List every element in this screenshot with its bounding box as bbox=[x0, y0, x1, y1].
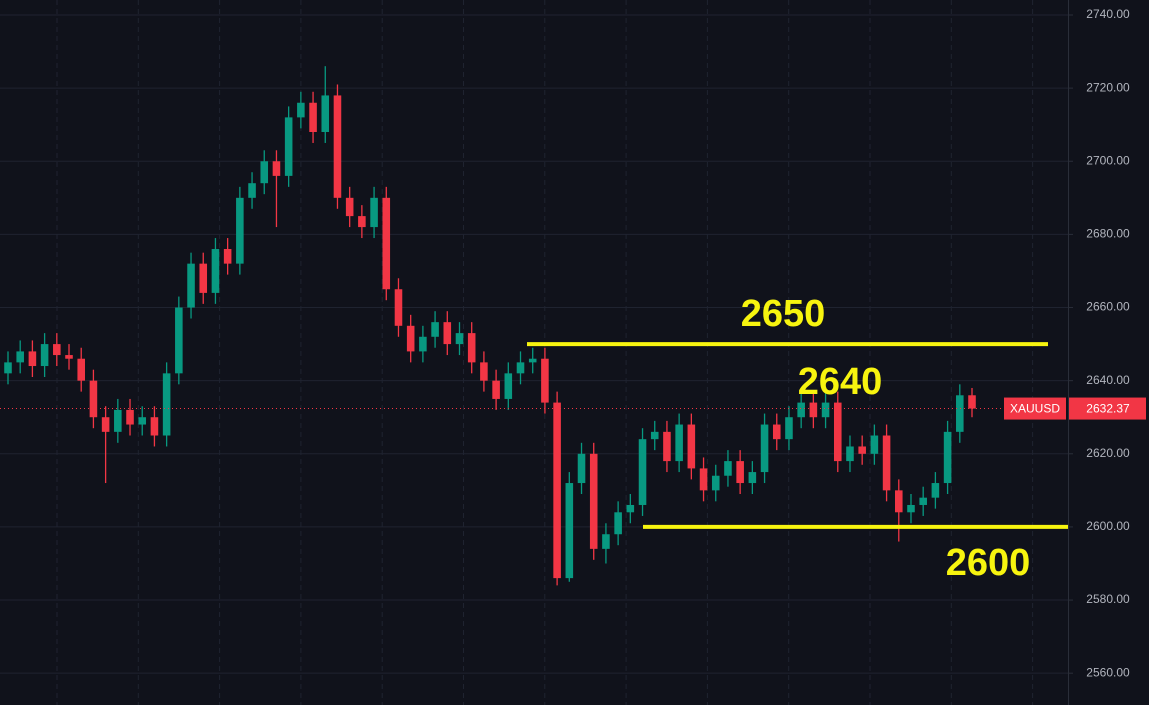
candle-body bbox=[711, 475, 720, 491]
candle-body bbox=[358, 216, 366, 228]
y-tick-label: 2740.00 bbox=[1086, 7, 1130, 21]
candle-body bbox=[699, 468, 708, 491]
candle-body bbox=[236, 197, 244, 264]
candle-body bbox=[504, 373, 513, 399]
candle-body bbox=[345, 197, 354, 217]
candle-body bbox=[931, 483, 940, 498]
candle-body bbox=[663, 431, 671, 462]
candle-body bbox=[870, 435, 879, 454]
candle-body bbox=[4, 362, 12, 374]
candle-body bbox=[736, 461, 744, 484]
candle-body bbox=[284, 117, 293, 176]
candle-body bbox=[809, 402, 818, 418]
candle-body bbox=[553, 402, 561, 579]
candle-body bbox=[895, 490, 903, 513]
candle-body bbox=[821, 402, 830, 418]
candle-body bbox=[480, 362, 488, 381]
level-label: 2600 bbox=[946, 542, 1031, 584]
candle-body bbox=[260, 161, 269, 184]
candle-body bbox=[394, 289, 403, 326]
candle-body bbox=[724, 461, 732, 476]
candle-body bbox=[492, 380, 500, 399]
candle-body bbox=[175, 307, 183, 374]
candle-body bbox=[577, 453, 586, 484]
candle-body bbox=[565, 483, 574, 579]
candle-body bbox=[626, 504, 635, 513]
annotation: 2640 bbox=[798, 361, 883, 403]
candle-body bbox=[297, 102, 305, 118]
candle-body bbox=[187, 263, 195, 308]
candle-body bbox=[419, 336, 427, 352]
candle-body bbox=[370, 197, 378, 228]
candle-body bbox=[748, 472, 757, 484]
candle-body bbox=[223, 249, 232, 264]
y-tick-label: 2640.00 bbox=[1086, 373, 1130, 387]
candle-body bbox=[516, 362, 525, 374]
candle-body bbox=[16, 351, 24, 363]
candle-body bbox=[162, 373, 171, 436]
symbol-tag-bg bbox=[1004, 397, 1066, 420]
y-tick-label: 2720.00 bbox=[1086, 80, 1130, 94]
candle-body bbox=[77, 358, 85, 381]
candle-body bbox=[907, 504, 915, 513]
candle-body bbox=[833, 402, 842, 462]
candle-body bbox=[614, 512, 622, 535]
candle-body bbox=[785, 417, 793, 440]
candle-body bbox=[40, 344, 49, 367]
candle-body bbox=[138, 417, 147, 425]
candle-body bbox=[846, 446, 854, 462]
candle-body bbox=[248, 183, 256, 198]
candle-body bbox=[675, 424, 683, 462]
candle-body bbox=[211, 249, 220, 293]
candle-body bbox=[467, 333, 476, 363]
candle-body bbox=[443, 322, 452, 345]
candle-body bbox=[126, 409, 134, 425]
candle-body bbox=[333, 95, 342, 198]
candle-body bbox=[650, 431, 659, 440]
symbol-tag: XAUUSD bbox=[1010, 402, 1060, 416]
y-tick-label: 2580.00 bbox=[1086, 592, 1130, 606]
candle-body bbox=[760, 424, 769, 473]
candle-body bbox=[956, 395, 964, 432]
candle-body bbox=[882, 435, 891, 491]
candle-body bbox=[382, 197, 391, 290]
candle-body bbox=[28, 351, 37, 367]
candle-body bbox=[431, 322, 439, 337]
price-tag-bg bbox=[1069, 397, 1146, 420]
candle-body bbox=[943, 431, 952, 484]
candle-body bbox=[919, 497, 927, 505]
y-tick-label: 2700.00 bbox=[1086, 153, 1130, 167]
candle-body bbox=[858, 446, 866, 454]
candle-body bbox=[53, 344, 61, 356]
candle-body bbox=[406, 325, 415, 352]
candle-body bbox=[638, 439, 647, 505]
candle-body bbox=[101, 417, 110, 432]
candle-body bbox=[968, 395, 976, 409]
y-tick-label: 2600.00 bbox=[1086, 519, 1130, 533]
candle-body bbox=[89, 380, 98, 418]
candle-body bbox=[321, 95, 330, 133]
y-tick-label: 2620.00 bbox=[1086, 446, 1130, 460]
candle-body bbox=[528, 358, 537, 363]
price-tag: 2632.37 bbox=[1086, 402, 1130, 416]
candle-body bbox=[309, 102, 317, 133]
y-tick-label: 2680.00 bbox=[1086, 227, 1130, 241]
candle-body bbox=[455, 333, 464, 345]
candle-body bbox=[199, 263, 208, 293]
candle-body bbox=[150, 417, 159, 436]
level-label: 2650 bbox=[741, 293, 826, 335]
y-tick-label: 2660.00 bbox=[1086, 300, 1130, 314]
y-tick-label: 2560.00 bbox=[1086, 665, 1130, 679]
candle-body bbox=[541, 358, 549, 403]
candle-body bbox=[797, 402, 805, 418]
candle-body bbox=[602, 534, 610, 549]
candle-body bbox=[65, 355, 73, 359]
candle-body bbox=[114, 409, 122, 432]
candle-body bbox=[589, 453, 598, 549]
candle-body bbox=[272, 161, 281, 176]
candle-body bbox=[687, 424, 696, 469]
candle-body bbox=[772, 424, 781, 440]
